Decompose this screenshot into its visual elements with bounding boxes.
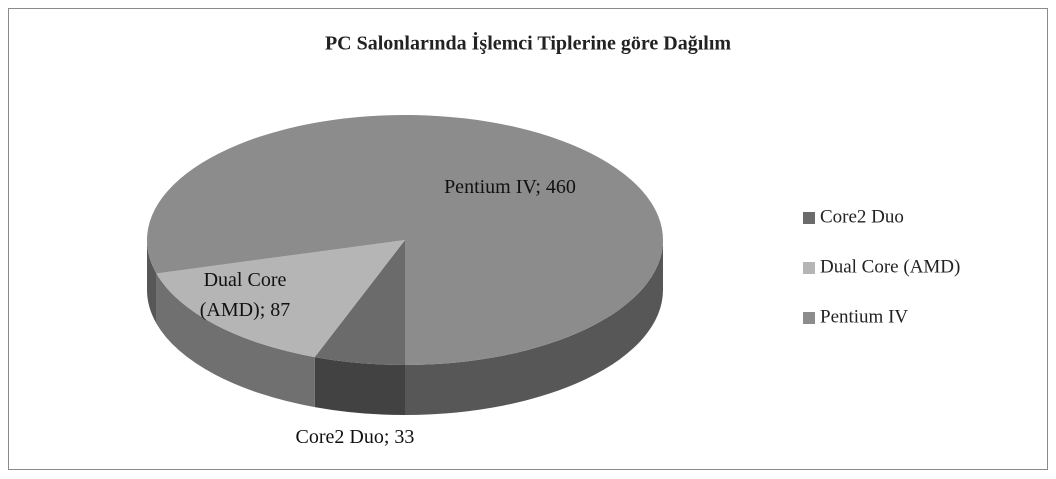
legend-swatch — [803, 312, 815, 324]
slice — [156, 240, 405, 358]
slice — [147, 115, 664, 365]
data-label: Dual Core (AMD); 87 — [199, 269, 291, 321]
slice — [314, 240, 405, 365]
legend-label: Core2 Duo — [820, 206, 904, 227]
data-label: Pentium IV; 460 — [444, 176, 576, 198]
legend-swatch — [803, 212, 815, 224]
legend-label: Dual Core (AMD) — [820, 256, 960, 277]
legend-label: Pentium IV — [820, 306, 908, 327]
slice-side — [156, 273, 315, 408]
slice-side — [314, 357, 405, 415]
legend-swatch — [803, 262, 815, 274]
slice-side — [147, 240, 157, 324]
data-label: Core2 Duo; 33 — [295, 426, 415, 448]
slice-side — [405, 240, 663, 415]
chart-title: PC Salonlarında İşlemci Tiplerine göre D… — [325, 31, 731, 55]
